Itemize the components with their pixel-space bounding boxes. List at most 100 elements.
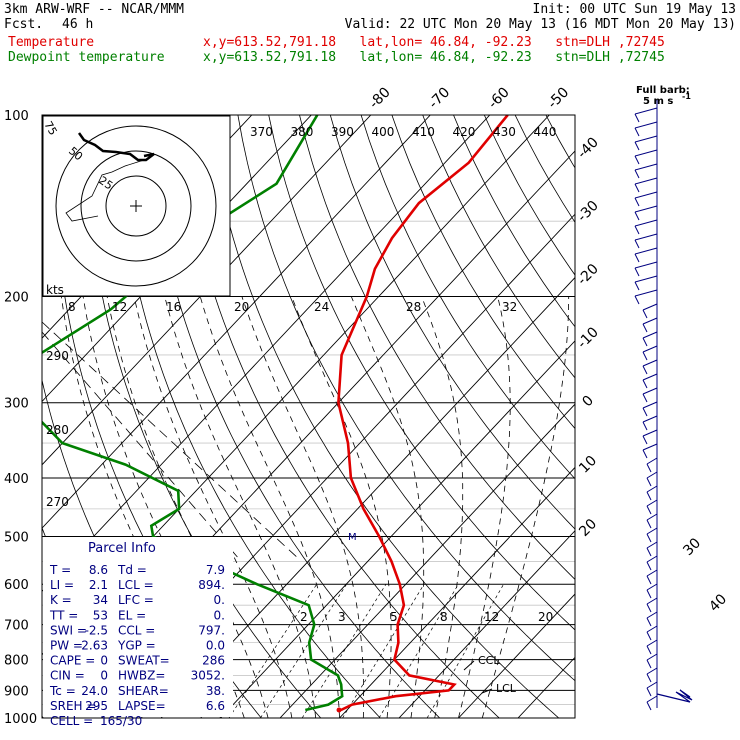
parcel-field-label: CAPE = [50, 654, 95, 668]
wind-barb-title: Full barb: [636, 85, 690, 96]
parcel-field-value: 797. [198, 623, 225, 637]
wind-barb [642, 365, 648, 375]
isotherm-line [220, 340, 575, 718]
isotherm-line [42, 115, 431, 529]
wind-barb [642, 435, 648, 445]
hodograph-speed-label: 28 [406, 300, 421, 314]
hodograph-speed-label: 12 [112, 300, 127, 314]
wind-barb [634, 183, 640, 193]
lcl-label: LCL [496, 682, 517, 695]
dry-adiabat [422, 115, 575, 379]
wind-barb [646, 457, 658, 465]
wind-barb [646, 617, 652, 627]
parcel-cell-label: CELL = [50, 714, 93, 728]
theta-e-label: 370 [250, 125, 273, 139]
isotherm-label: -40 [574, 134, 601, 161]
mixing-ratio-line [301, 584, 387, 718]
hodograph-trace [77, 132, 155, 162]
parcel-field-value: 24.0 [81, 684, 108, 698]
temperature-line [337, 115, 509, 712]
isotherm-line [279, 403, 575, 718]
wind-barb [634, 113, 640, 123]
mixing-ratio-line [342, 584, 425, 718]
parcel-field-label: LI = [50, 578, 74, 592]
parcel-field-value: 295 [85, 699, 108, 713]
forecast-hour: 46 h [62, 17, 94, 32]
wind-barb [642, 351, 648, 361]
wind-barb [646, 541, 658, 549]
dry-adiabat [669, 115, 740, 731]
ccl-label: CCL [478, 654, 500, 667]
level-marker: M [348, 532, 357, 543]
parcel-field-label: Td = [117, 563, 147, 577]
wind-barb [646, 575, 652, 585]
parcel-field-label: CCL = [118, 623, 155, 637]
hodograph-speed-line [42, 331, 241, 561]
isotherm-line [517, 656, 575, 718]
wind-barb [634, 149, 658, 157]
parcel-field-label: LFC = [118, 593, 154, 607]
wind-barb [646, 499, 658, 507]
theta-e-label: 440 [534, 125, 557, 139]
wind-barb [646, 561, 652, 571]
wind-barb [642, 317, 658, 325]
wind-barb [634, 247, 658, 255]
wind-barb [646, 631, 652, 641]
wind-barb [646, 603, 652, 613]
dry-adiabat [268, 115, 575, 631]
dry-adiabat [329, 115, 575, 530]
mixing-ratio-label: 3 [338, 610, 346, 624]
wind-barb [634, 177, 658, 185]
wind-barb [634, 219, 658, 227]
forecast-label: Fcst. [4, 17, 44, 32]
mixing-ratio-label: 8 [440, 610, 448, 624]
isotherm-label: -70 [426, 84, 453, 111]
wind-barb [642, 309, 648, 319]
ccl-pointer [463, 660, 475, 671]
surface-parcel-marker [336, 707, 342, 713]
parcel-field-label: TT = [49, 608, 78, 622]
isotherm-label: 40 [706, 591, 730, 615]
isotherm-label: 30 [680, 535, 704, 559]
theta-e-label: 420 [453, 125, 476, 139]
wind-barb [634, 191, 658, 199]
dry-adiabat [391, 115, 575, 430]
parcel-field-label: K = [50, 593, 72, 607]
dry-adiabat [114, 115, 381, 718]
wind-barb [642, 359, 658, 367]
theta-e-label: 400 [372, 125, 395, 139]
parcel-field-label: LAPSE= [118, 699, 166, 713]
wind-barb [642, 379, 648, 389]
hodograph-speed-label: 24 [314, 300, 329, 314]
hodograph-trace-thin [65, 159, 145, 222]
isotherm-label: -10 [574, 324, 601, 351]
pressure-tick-label: 300 [4, 397, 29, 412]
legend-temperature-location: x,y=613.52,791.18 lat,lon= 46.84, -92.23… [203, 35, 665, 50]
wind-barb [642, 303, 658, 311]
parcel-field-value: 0 [100, 654, 108, 668]
wind-barb [646, 555, 658, 563]
dry-adiabat [608, 115, 740, 731]
pressure-tick-label: 400 [4, 472, 29, 487]
wind-barb [634, 211, 640, 221]
hodograph-ring-label: 75 [41, 119, 59, 138]
parcel-field-value: 7.9 [206, 563, 225, 577]
wind-barb [646, 597, 658, 605]
pressure-tick-label: 800 [4, 654, 29, 669]
legend-temperature-name: Temperature [8, 35, 95, 50]
hodograph-ring [105, 175, 167, 237]
isotherm-line [398, 530, 575, 718]
parcel-field-label: HWBZ= [118, 669, 165, 683]
wind-barb [634, 169, 640, 179]
wind-barb [642, 415, 658, 423]
legend-dewpoint-name: Dewpoint temperature [8, 50, 165, 65]
isotherm-line [42, 115, 372, 466]
hodograph-speed-line [42, 321, 301, 561]
wind-barb [634, 163, 658, 171]
dry-adiabat [360, 115, 575, 480]
wind-barb [634, 267, 640, 277]
hodograph-ring [80, 150, 192, 262]
hodograph-direction-label: 270 [46, 495, 69, 509]
wind-barb [646, 533, 652, 543]
